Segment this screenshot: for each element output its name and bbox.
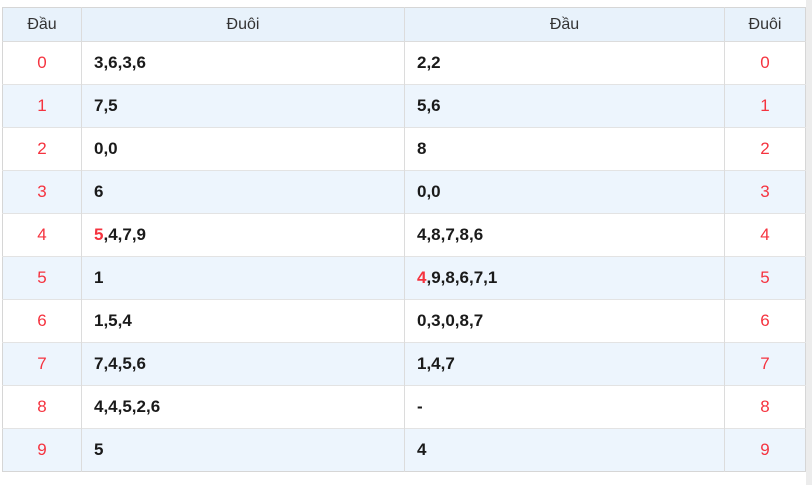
- head-values-right: 4: [404, 428, 725, 472]
- header-row: Đầu Đuôi Đầu Đuôi: [2, 7, 806, 42]
- head-tail-stats-table: Đầu Đuôi Đầu Đuôi 0 3,6,3,6 2,2 0 1 7,5 5,6 1 2 0…: [2, 7, 806, 472]
- tail-values-left: 7,5: [81, 84, 405, 128]
- value-text: ,4,7,9: [103, 225, 147, 244]
- head-values-right: 0,0: [404, 170, 725, 214]
- table-row: 8 4,4,5,2,6 - 8: [2, 385, 806, 429]
- head-digit-left: 0: [2, 41, 82, 85]
- tail-values-left: 7,4,5,6: [81, 342, 405, 386]
- table-row: 0 3,6,3,6 2,2 0: [2, 41, 806, 85]
- highlighted-value: 4: [417, 268, 427, 287]
- table-row: 6 1,5,4 0,3,0,8,7 6: [2, 299, 806, 343]
- header-tail-left: Đuôi: [81, 7, 405, 42]
- tail-digit-right: 4: [724, 213, 806, 257]
- tail-digit-right: 3: [724, 170, 806, 214]
- head-digit-left: 1: [2, 84, 82, 128]
- head-values-right: -: [404, 385, 725, 429]
- tail-digit-right: 7: [724, 342, 806, 386]
- table-row: 3 6 0,0 3: [2, 170, 806, 214]
- head-digit-left: 7: [2, 342, 82, 386]
- table-row: 1 7,5 5,6 1: [2, 84, 806, 128]
- value-text: 3,6,3,6: [94, 53, 146, 72]
- tail-digit-right: 9: [724, 428, 806, 472]
- vertical-scrollbar[interactable]: [806, 0, 812, 485]
- value-text: 0,0: [417, 182, 441, 201]
- table-row: 4 5,4,7,9 4,8,7,8,6 4: [2, 213, 806, 257]
- value-text: 0,0: [94, 139, 118, 158]
- tail-values-left: 6: [81, 170, 405, 214]
- tail-digit-right: 2: [724, 127, 806, 171]
- head-values-right: 4,9,8,6,7,1: [404, 256, 725, 300]
- head-values-right: 2,2: [404, 41, 725, 85]
- value-text: 0,3,0,8,7: [417, 311, 484, 330]
- head-digit-left: 4: [2, 213, 82, 257]
- value-text: 4,8,7,8,6: [417, 225, 484, 244]
- head-values-right: 1,4,7: [404, 342, 725, 386]
- value-text: 5: [94, 440, 104, 459]
- head-tail-table-wrap: Đầu Đuôi Đầu Đuôi 0 3,6,3,6 2,2 0 1 7,5 5,6 1 2 0…: [2, 7, 806, 472]
- value-text: 1: [94, 268, 104, 287]
- head-digit-left: 6: [2, 299, 82, 343]
- value-text: 7,4,5,6: [94, 354, 146, 373]
- tail-values-left: 4,4,5,2,6: [81, 385, 405, 429]
- head-values-right: 4,8,7,8,6: [404, 213, 725, 257]
- head-digit-left: 9: [2, 428, 82, 472]
- table-header: Đầu Đuôi Đầu Đuôi: [2, 7, 806, 42]
- value-text: ,9,8,6,7,1: [426, 268, 498, 287]
- table-row: 2 0,0 8 2: [2, 127, 806, 171]
- table-body: 0 3,6,3,6 2,2 0 1 7,5 5,6 1 2 0,0 8 2 3 6 0,0 3 4 5,4,7,9…: [2, 41, 806, 472]
- header-head-left: Đầu: [2, 7, 82, 42]
- value-text: 4: [417, 440, 427, 459]
- table-row: 7 7,4,5,6 1,4,7 7: [2, 342, 806, 386]
- head-digit-left: 3: [2, 170, 82, 214]
- tail-digit-right: 6: [724, 299, 806, 343]
- highlighted-value: 5: [94, 225, 104, 244]
- tail-values-left: 5,4,7,9: [81, 213, 405, 257]
- table-row: 5 1 4,9,8,6,7,1 5: [2, 256, 806, 300]
- tail-values-left: 0,0: [81, 127, 405, 171]
- value-text: 8: [417, 139, 427, 158]
- value-text: 1,5,4: [94, 311, 132, 330]
- tail-values-left: 5: [81, 428, 405, 472]
- tail-digit-right: 0: [724, 41, 806, 85]
- tail-digit-right: 5: [724, 256, 806, 300]
- head-values-right: 5,6: [404, 84, 725, 128]
- tail-digit-right: 1: [724, 84, 806, 128]
- value-text: 1,4,7: [417, 354, 455, 373]
- head-digit-left: 5: [2, 256, 82, 300]
- value-text: 6: [94, 182, 104, 201]
- head-values-right: 8: [404, 127, 725, 171]
- head-digit-left: 2: [2, 127, 82, 171]
- head-values-right: 0,3,0,8,7: [404, 299, 725, 343]
- header-tail-right: Đuôi: [724, 7, 806, 42]
- tail-values-left: 3,6,3,6: [81, 41, 405, 85]
- tail-values-left: 1: [81, 256, 405, 300]
- value-text: 2,2: [417, 53, 441, 72]
- head-digit-left: 8: [2, 385, 82, 429]
- value-text: 5,6: [417, 96, 441, 115]
- tail-values-left: 1,5,4: [81, 299, 405, 343]
- header-head-right: Đầu: [404, 7, 725, 42]
- value-text: 7,5: [94, 96, 118, 115]
- value-text: -: [417, 397, 423, 416]
- value-text: 4,4,5,2,6: [94, 397, 161, 416]
- tail-digit-right: 8: [724, 385, 806, 429]
